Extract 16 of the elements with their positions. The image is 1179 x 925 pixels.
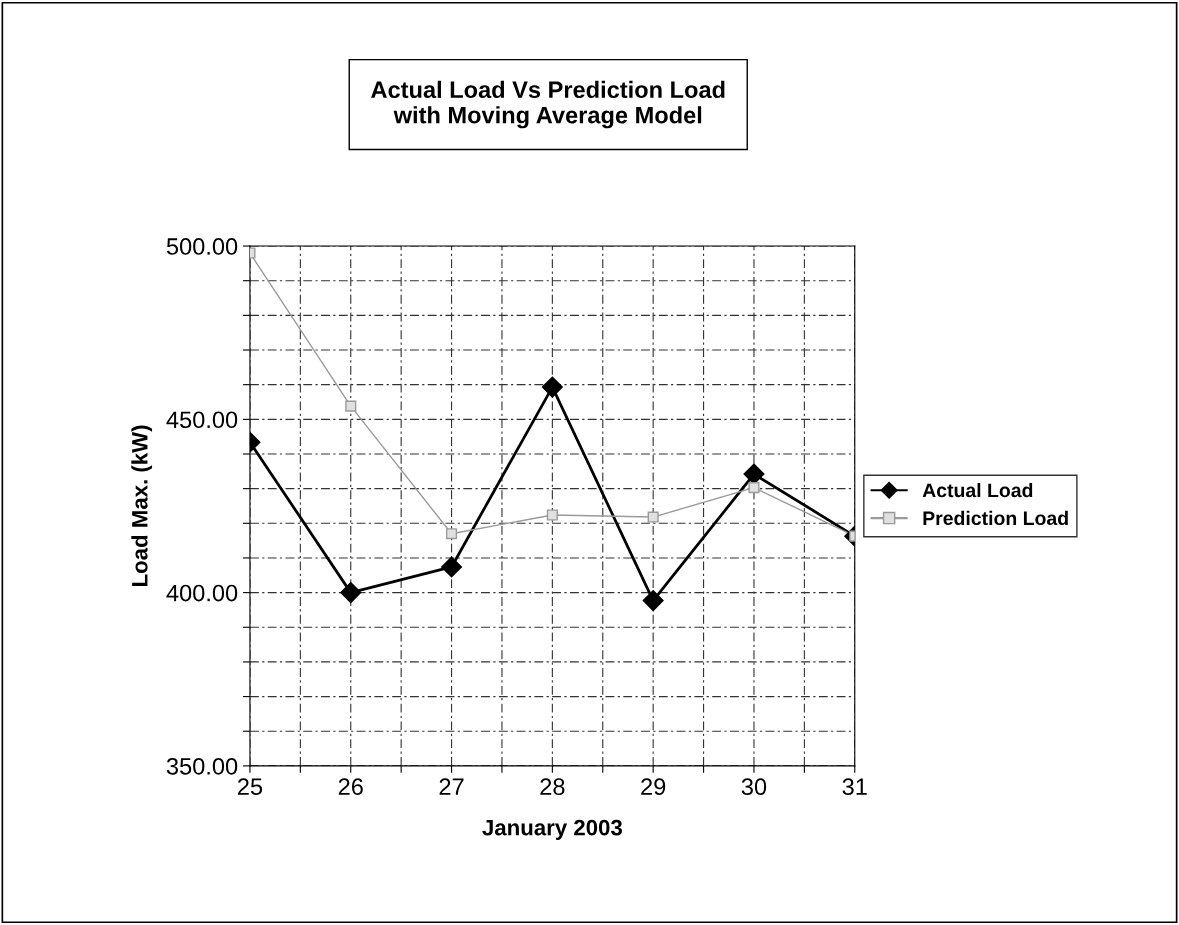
- x-axis-title: January 2003: [482, 819, 622, 840]
- x-tick-label: 30: [741, 778, 767, 796]
- y-tick-label: 350.00: [166, 757, 238, 775]
- legend-label: Prediction Load: [923, 510, 1068, 526]
- x-tick-label: 28: [540, 778, 565, 796]
- x-tick-label: 29: [641, 778, 666, 796]
- x-tick-label: 25: [238, 778, 263, 796]
- legend-label: Actual Load: [922, 482, 1033, 498]
- y-tick-label: 400.00: [166, 584, 238, 602]
- x-tick-label: 27: [439, 778, 464, 795]
- chart-title: Actual Load Vs Prediction Load with Moving Average Model: [371, 80, 725, 129]
- y-tick-label: 450.00: [166, 411, 238, 429]
- y-tick-label: 500.00: [166, 238, 238, 255]
- y-axis-title: Load Max. (kW): [131, 425, 153, 586]
- x-tick-label: 26: [338, 778, 363, 796]
- x-tick-label: 31: [842, 778, 867, 796]
